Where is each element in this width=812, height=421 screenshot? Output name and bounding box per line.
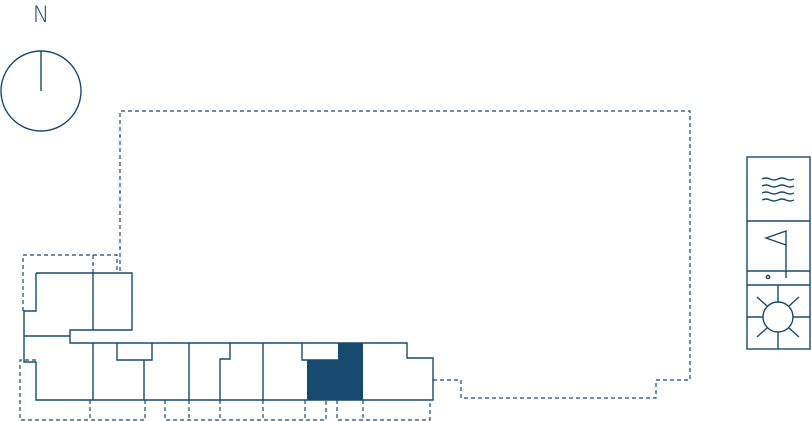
amenity-legend [746, 156, 811, 350]
compass-north-label: N [33, 3, 49, 28]
highlighted-unit[interactable] [307, 343, 363, 400]
golf-flag-icon [763, 230, 787, 280]
sun-icon [747, 285, 810, 349]
water-waves-icon [761, 177, 795, 202]
compass: N [0, 3, 82, 132]
building-outline [23, 272, 434, 401]
site-boundary [19, 110, 691, 421]
